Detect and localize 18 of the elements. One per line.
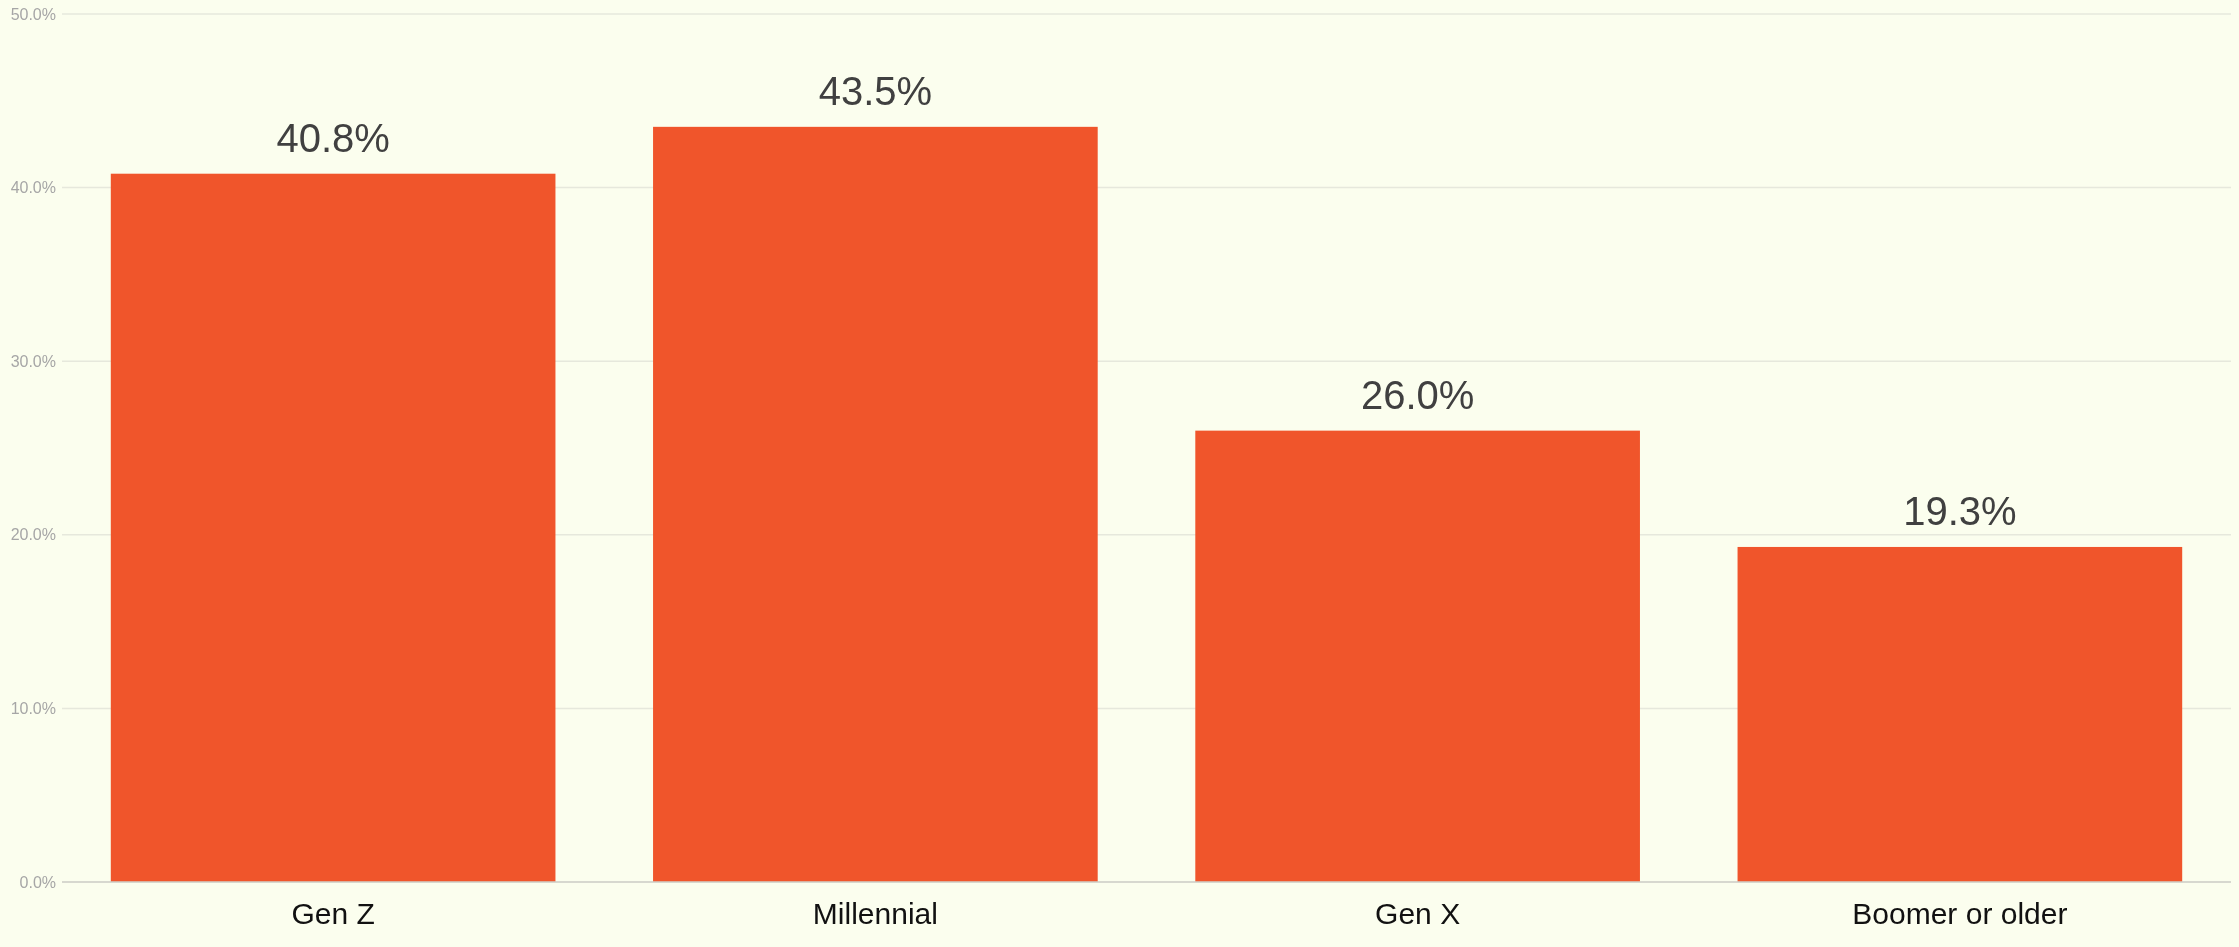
x-tick-label: Gen X (1375, 897, 1461, 930)
bar (1195, 430, 1640, 882)
data-label: 19.3% (1903, 488, 2017, 533)
bar (110, 173, 556, 882)
data-label: 43.5% (818, 68, 933, 113)
y-tick-label: 40.0% (10, 179, 56, 197)
x-tick-label: Gen Z (291, 897, 375, 930)
y-tick-label: 0.0% (19, 873, 56, 891)
data-label: 40.8% (276, 115, 390, 160)
x-tick-label: Millennial (812, 897, 938, 930)
x-tick-label: Boomer or older (1852, 897, 2068, 930)
bar (1737, 546, 2183, 882)
y-tick-label: 30.0% (10, 352, 56, 370)
y-tick-label: 10.0% (10, 700, 56, 717)
bar (653, 126, 1098, 882)
y-tick-label: 20.0% (10, 526, 56, 544)
data-label: 26.0% (1360, 372, 1475, 417)
y-tick-label: 50.0% (10, 5, 56, 23)
